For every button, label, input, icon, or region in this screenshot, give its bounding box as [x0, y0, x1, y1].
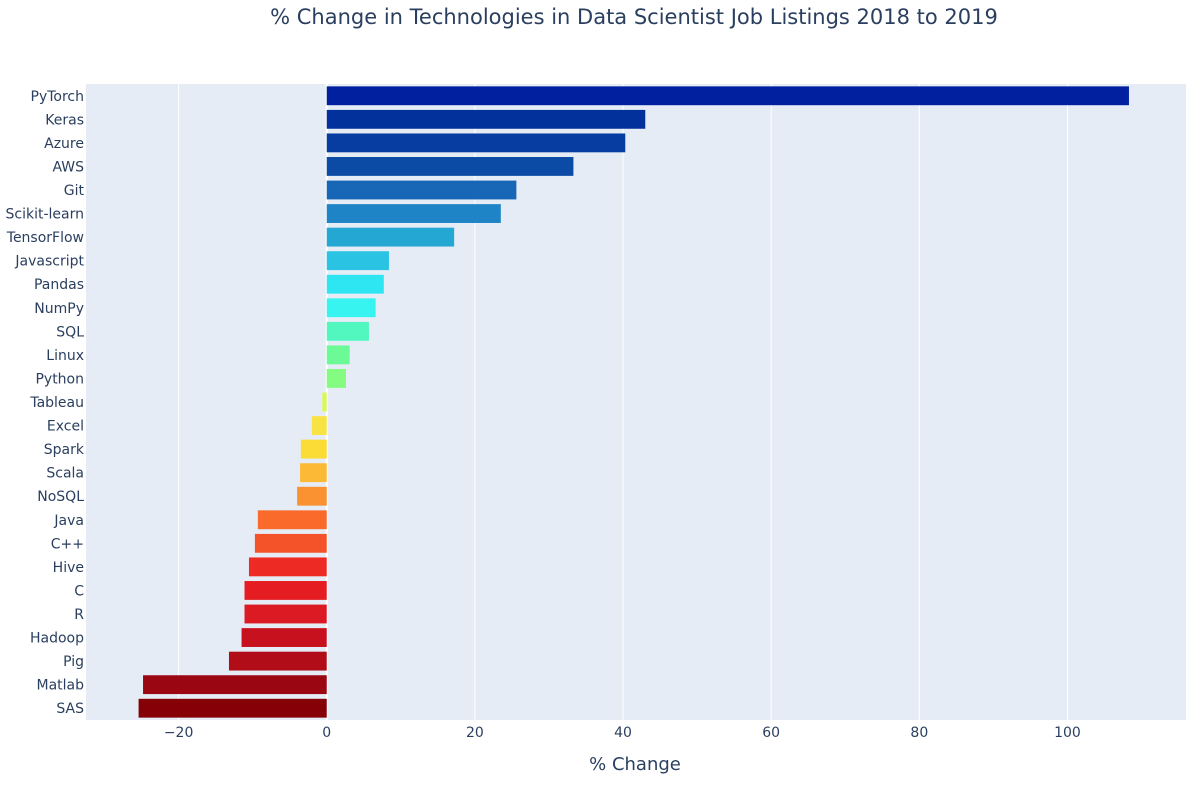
- bars: [138, 86, 1129, 718]
- y-tick-label: C: [74, 583, 84, 599]
- bar-git[interactable]: [326, 180, 517, 200]
- bar-java[interactable]: [257, 510, 327, 530]
- y-tick-label: AWS: [52, 159, 84, 175]
- x-tick-label: 40: [614, 725, 632, 741]
- y-tick-label: Hadoop: [30, 631, 84, 647]
- y-tick-label: PyTorch: [31, 89, 84, 105]
- x-tick-label: 80: [910, 725, 928, 741]
- y-axis-tick-labels: PyTorch Keras Azure AWS Git Scikit-learn Tenso…: [6, 89, 85, 717]
- y-tick-label: Javascript: [14, 254, 84, 270]
- bar-pandas[interactable]: [326, 274, 384, 294]
- plot-background: [86, 84, 1186, 720]
- bar-tableau[interactable]: [322, 392, 327, 412]
- x-tick-label: 100: [1054, 725, 1081, 741]
- y-tick-label: Pig: [63, 654, 84, 670]
- y-tick-label: Pandas: [34, 277, 84, 293]
- y-tick-label: Azure: [44, 136, 84, 152]
- y-tick-label: Java: [53, 513, 84, 529]
- chart-title: % Change in Technologies in Data Scienti…: [270, 5, 998, 29]
- x-tick-label: 60: [762, 725, 780, 741]
- y-tick-label: Matlab: [36, 678, 84, 694]
- bar-spark[interactable]: [300, 439, 327, 459]
- x-tick-label: 20: [466, 725, 484, 741]
- x-tick-label: 0: [322, 725, 331, 741]
- bar-sas[interactable]: [138, 698, 327, 718]
- x-tick-label: −20: [164, 725, 194, 741]
- bar-linux[interactable]: [326, 345, 350, 365]
- bar-pytorch[interactable]: [326, 86, 1129, 106]
- bar-r[interactable]: [244, 604, 327, 624]
- y-tick-label: TensorFlow: [6, 230, 84, 246]
- y-tick-label: Linux: [46, 348, 84, 364]
- y-tick-label: Spark: [44, 442, 85, 458]
- y-tick-label: Scikit-learn: [6, 207, 84, 223]
- y-tick-label: Git: [64, 183, 85, 199]
- bar-excel[interactable]: [311, 416, 327, 435]
- bar-numpy[interactable]: [326, 298, 376, 318]
- bar-c-[interactable]: [254, 533, 327, 553]
- y-tick-label: SAS: [56, 701, 84, 717]
- x-axis-tick-labels: −20 0 20 40 60 80 100: [164, 725, 1081, 741]
- bar-aws[interactable]: [326, 157, 574, 176]
- y-tick-label: SQL: [56, 324, 84, 340]
- bar-c[interactable]: [244, 581, 327, 600]
- y-tick-label: Hive: [53, 560, 84, 576]
- y-tick-label: NoSQL: [37, 489, 84, 505]
- bar-hive[interactable]: [248, 557, 327, 577]
- bar-javascript[interactable]: [326, 251, 389, 271]
- bar-azure[interactable]: [326, 133, 626, 153]
- y-tick-label: Scala: [46, 466, 84, 482]
- y-tick-label: Keras: [45, 112, 84, 128]
- bar-pig[interactable]: [228, 651, 327, 671]
- x-axis-title: % Change: [589, 754, 681, 775]
- y-tick-label: NumPy: [34, 301, 84, 317]
- bar-python[interactable]: [326, 369, 346, 388]
- bar-nosql[interactable]: [297, 486, 327, 506]
- y-tick-label: C++: [51, 536, 84, 552]
- y-tick-label: Python: [35, 371, 84, 387]
- bar-sql[interactable]: [326, 321, 369, 341]
- bar-tensorflow[interactable]: [326, 227, 455, 247]
- bar-scikit-learn[interactable]: [326, 204, 501, 223]
- bar-scala[interactable]: [300, 463, 327, 483]
- bar-hadoop[interactable]: [241, 628, 327, 647]
- bar-keras[interactable]: [326, 109, 646, 129]
- y-tick-label: Excel: [47, 419, 84, 435]
- bar-matlab[interactable]: [143, 675, 327, 695]
- y-tick-label: Tableau: [29, 395, 84, 411]
- y-tick-label: R: [74, 607, 84, 623]
